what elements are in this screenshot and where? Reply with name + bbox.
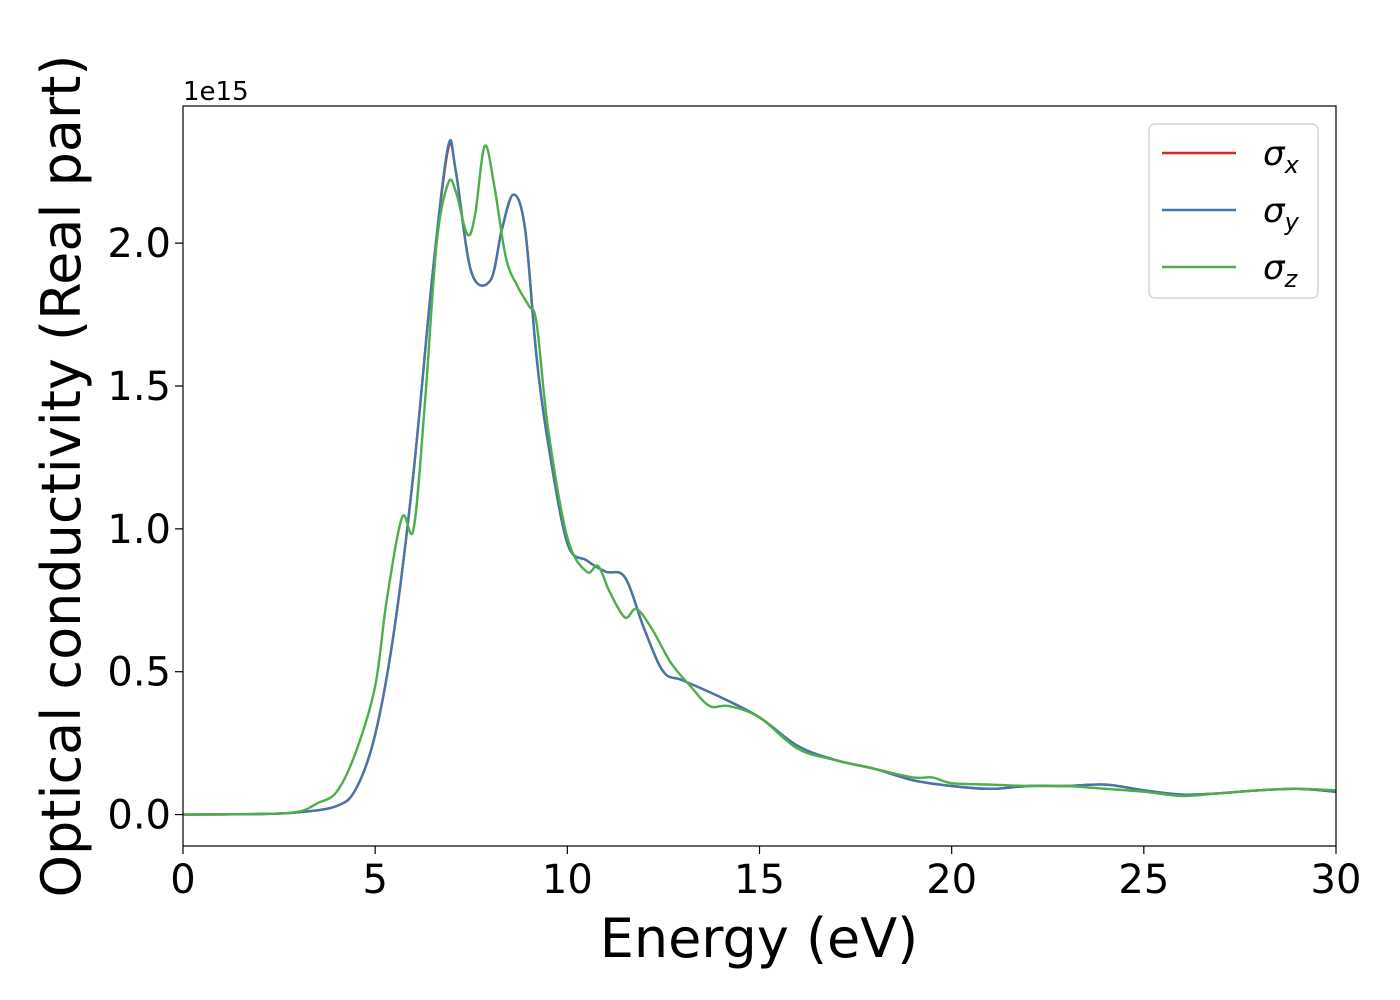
- series-lines: [183, 138, 1336, 816]
- y-offset-label: 1e15: [183, 77, 249, 107]
- x-tick-label: 0: [170, 857, 195, 903]
- y-tick-label: 1.5: [107, 364, 171, 410]
- legend-label-y: σy: [1263, 191, 1300, 236]
- legend-label-z: σz: [1263, 248, 1299, 293]
- y-tick-label: 1.0: [107, 507, 171, 553]
- x-tick-label: 15: [734, 857, 785, 903]
- series-line-z: [183, 144, 1336, 816]
- x-tick-label: 30: [1311, 857, 1362, 903]
- x-axis-label: Energy (eV): [600, 907, 919, 970]
- y-tick-label: 0.5: [107, 650, 171, 696]
- legend-label-x: σx: [1263, 134, 1300, 179]
- x-axis: 0 5 10 15 20 25 30: [170, 846, 1361, 903]
- y-tick-label: 0.0: [107, 793, 171, 839]
- y-axis: 0.0 0.5 1.0 1.5 2.0: [107, 221, 183, 839]
- x-tick-label: 25: [1118, 857, 1169, 903]
- y-tick-label: 2.0: [107, 221, 171, 267]
- legend: σx σy σz: [1148, 123, 1319, 299]
- x-tick-label: 10: [542, 857, 593, 903]
- x-tick-label: 20: [926, 857, 977, 903]
- x-tick-label: 5: [362, 857, 387, 903]
- y-axis-label: Optical conductivity (Real part): [30, 55, 93, 898]
